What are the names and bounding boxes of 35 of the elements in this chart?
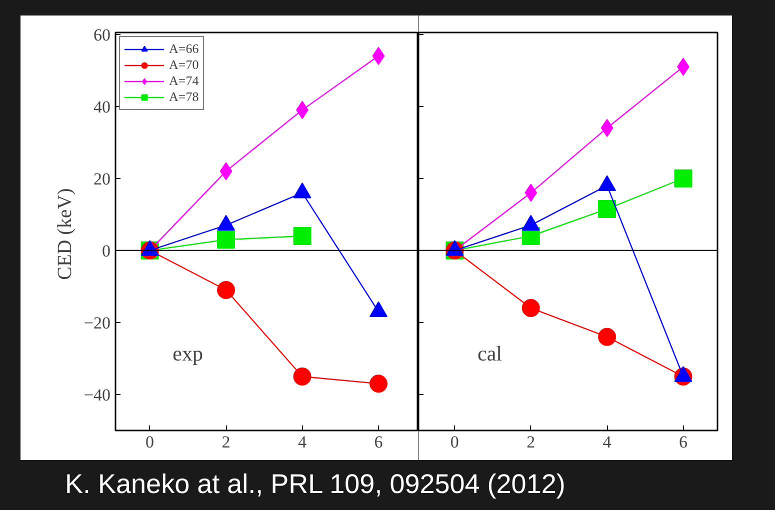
legend-label: A=66	[169, 41, 199, 57]
point	[293, 367, 312, 386]
x-tick-label: 6	[678, 432, 688, 452]
annotation: exp	[172, 342, 203, 366]
point	[369, 374, 388, 393]
point	[372, 46, 385, 65]
legend-label: A=74	[169, 73, 199, 89]
point	[293, 227, 312, 245]
point	[598, 200, 616, 218]
x-tick-label: 2	[222, 432, 230, 452]
point	[600, 118, 614, 137]
x-tick-label: 6	[374, 432, 383, 452]
x-tick-label: 2	[526, 432, 536, 452]
x-tick-label: 4	[602, 432, 612, 452]
x-tick-label: 0	[146, 432, 154, 452]
text: K. Kaneko at al., PRL 109, 092504 (2012)	[65, 468, 566, 501]
point	[674, 169, 692, 188]
legend-label: A=78	[169, 89, 199, 105]
y-tick-label: −40	[84, 385, 111, 404]
y-tick-label: 60	[94, 25, 110, 44]
point	[217, 230, 236, 249]
point	[220, 162, 232, 180]
y-tick-label: 20	[94, 169, 110, 188]
y-axis-title: CED (keV)	[54, 188, 76, 280]
point	[217, 281, 236, 300]
point	[522, 299, 540, 318]
legend-label: A=70	[169, 57, 199, 73]
point	[598, 328, 616, 346]
x-tick-label: 4	[298, 432, 308, 452]
annotation: cal	[478, 342, 502, 366]
y-tick-label: 0	[102, 241, 110, 260]
point	[524, 184, 538, 202]
y-tick-label: −20	[84, 313, 111, 332]
y-tick-label: 40	[94, 97, 110, 116]
x-tick-label: 0	[450, 432, 459, 452]
